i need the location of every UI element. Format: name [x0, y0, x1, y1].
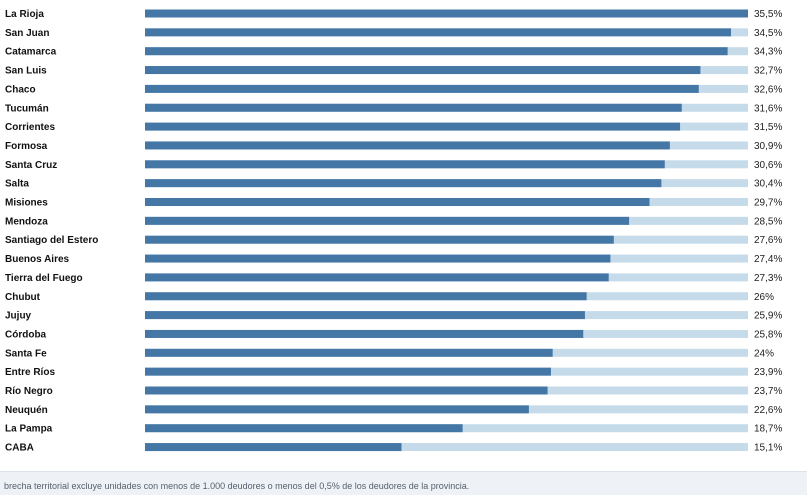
- value-label-tierra-del-fuego: 27,3%: [754, 273, 782, 284]
- bar-corrientes: [145, 122, 681, 131]
- category-label-formosa: Formosa: [5, 141, 48, 152]
- category-label-tucuman: Tucumán: [5, 103, 49, 114]
- category-label-tierra-del-fuego: Tierra del Fuego: [5, 273, 83, 284]
- value-label-buenos-aires: 27,4%: [754, 254, 782, 265]
- bar-mendoza: [145, 216, 630, 225]
- value-label-la-pampa: 18,7%: [754, 424, 782, 435]
- value-label-misiones: 29,7%: [754, 198, 782, 209]
- value-label-formosa: 30,9%: [754, 141, 782, 152]
- bar-santa-fe: [145, 348, 553, 357]
- bar-formosa: [145, 141, 670, 150]
- category-label-mendoza: Mendoza: [5, 216, 48, 227]
- value-label-caba: 15,1%: [754, 443, 782, 454]
- category-label-la-rioja: La Rioja: [5, 9, 44, 20]
- value-label-santiago-del-estero: 27,6%: [754, 235, 782, 246]
- bar-tierra-del-fuego: [145, 273, 609, 282]
- bar-neuquen: [145, 405, 529, 414]
- bar-santa-cruz: [145, 160, 665, 169]
- value-label-corrientes: 31,5%: [754, 122, 782, 133]
- category-label-san-juan: San Juan: [5, 28, 49, 39]
- category-label-catamarca: Catamarca: [5, 47, 57, 58]
- bar-santiago-del-estero: [145, 235, 614, 244]
- category-label-santa-fe: Santa Fe: [5, 348, 47, 359]
- bar-track-caba: [145, 443, 748, 452]
- value-label-cordoba: 25,8%: [754, 329, 782, 340]
- bar-salta: [145, 179, 662, 188]
- footer-note-bar: brecha territorial excluye unidades con …: [0, 471, 807, 495]
- bar-buenos-aires: [145, 254, 611, 263]
- value-label-jujuy: 25,9%: [754, 311, 782, 322]
- value-label-rio-negro: 23,7%: [754, 386, 782, 397]
- bar-la-rioja: [145, 9, 748, 18]
- footer-note: brecha territorial excluye unidades con …: [4, 481, 470, 491]
- category-label-santa-cruz: Santa Cruz: [5, 160, 57, 171]
- category-label-chubut: Chubut: [5, 292, 41, 303]
- value-label-tucuman: 31,6%: [754, 103, 782, 114]
- value-label-salta: 30,4%: [754, 179, 782, 190]
- value-label-santa-cruz: 30,6%: [754, 160, 782, 171]
- value-label-chubut: 26%: [754, 292, 774, 303]
- category-label-jujuy: Jujuy: [5, 311, 32, 322]
- value-label-chaco: 32,6%: [754, 84, 782, 95]
- category-label-salta: Salta: [5, 179, 29, 190]
- bar-rio-negro: [145, 386, 548, 395]
- category-label-chaco: Chaco: [5, 84, 36, 95]
- bar-entre-rios: [145, 367, 551, 376]
- bar-chart: La Rioja 35,5% San Juan 34,5% Catamarca 34,3%…: [5, 9, 782, 454]
- value-label-san-luis: 32,7%: [754, 66, 782, 77]
- category-label-rio-negro: Río Negro: [5, 386, 53, 397]
- value-label-mendoza: 28,5%: [754, 216, 782, 227]
- bar-caba: [145, 443, 402, 452]
- category-label-misiones: Misiones: [5, 198, 48, 209]
- category-label-la-pampa: La Pampa: [5, 424, 53, 435]
- category-label-caba: CABA: [5, 443, 34, 454]
- bar-chubut: [145, 292, 587, 301]
- bar-catamarca: [145, 47, 728, 56]
- value-label-la-rioja: 35,5%: [754, 9, 782, 20]
- bar-jujuy: [145, 311, 585, 320]
- bar-misiones: [145, 198, 650, 206]
- bar-la-pampa: [145, 424, 463, 433]
- value-label-san-juan: 34,5%: [754, 28, 782, 39]
- bar-tucuman: [145, 103, 682, 112]
- category-label-entre-rios: Entre Ríos: [5, 367, 55, 378]
- value-label-entre-rios: 23,9%: [754, 367, 782, 378]
- value-label-catamarca: 34,3%: [754, 47, 782, 58]
- bar-cordoba: [145, 329, 584, 338]
- category-label-san-luis: San Luis: [5, 66, 47, 77]
- category-label-corrientes: Corrientes: [5, 122, 55, 133]
- category-label-buenos-aires: Buenos Aires: [5, 254, 70, 265]
- bar-san-luis: [145, 66, 701, 75]
- value-label-neuquen: 22,6%: [754, 405, 782, 416]
- category-label-santiago-del-estero: Santiago del Estero: [5, 235, 98, 246]
- bar-chaco: [145, 84, 699, 93]
- value-label-santa-fe: 24%: [754, 348, 774, 359]
- category-label-neuquen: Neuquén: [5, 405, 48, 416]
- category-label-cordoba: Córdoba: [5, 329, 47, 340]
- bar-san-juan: [145, 28, 732, 37]
